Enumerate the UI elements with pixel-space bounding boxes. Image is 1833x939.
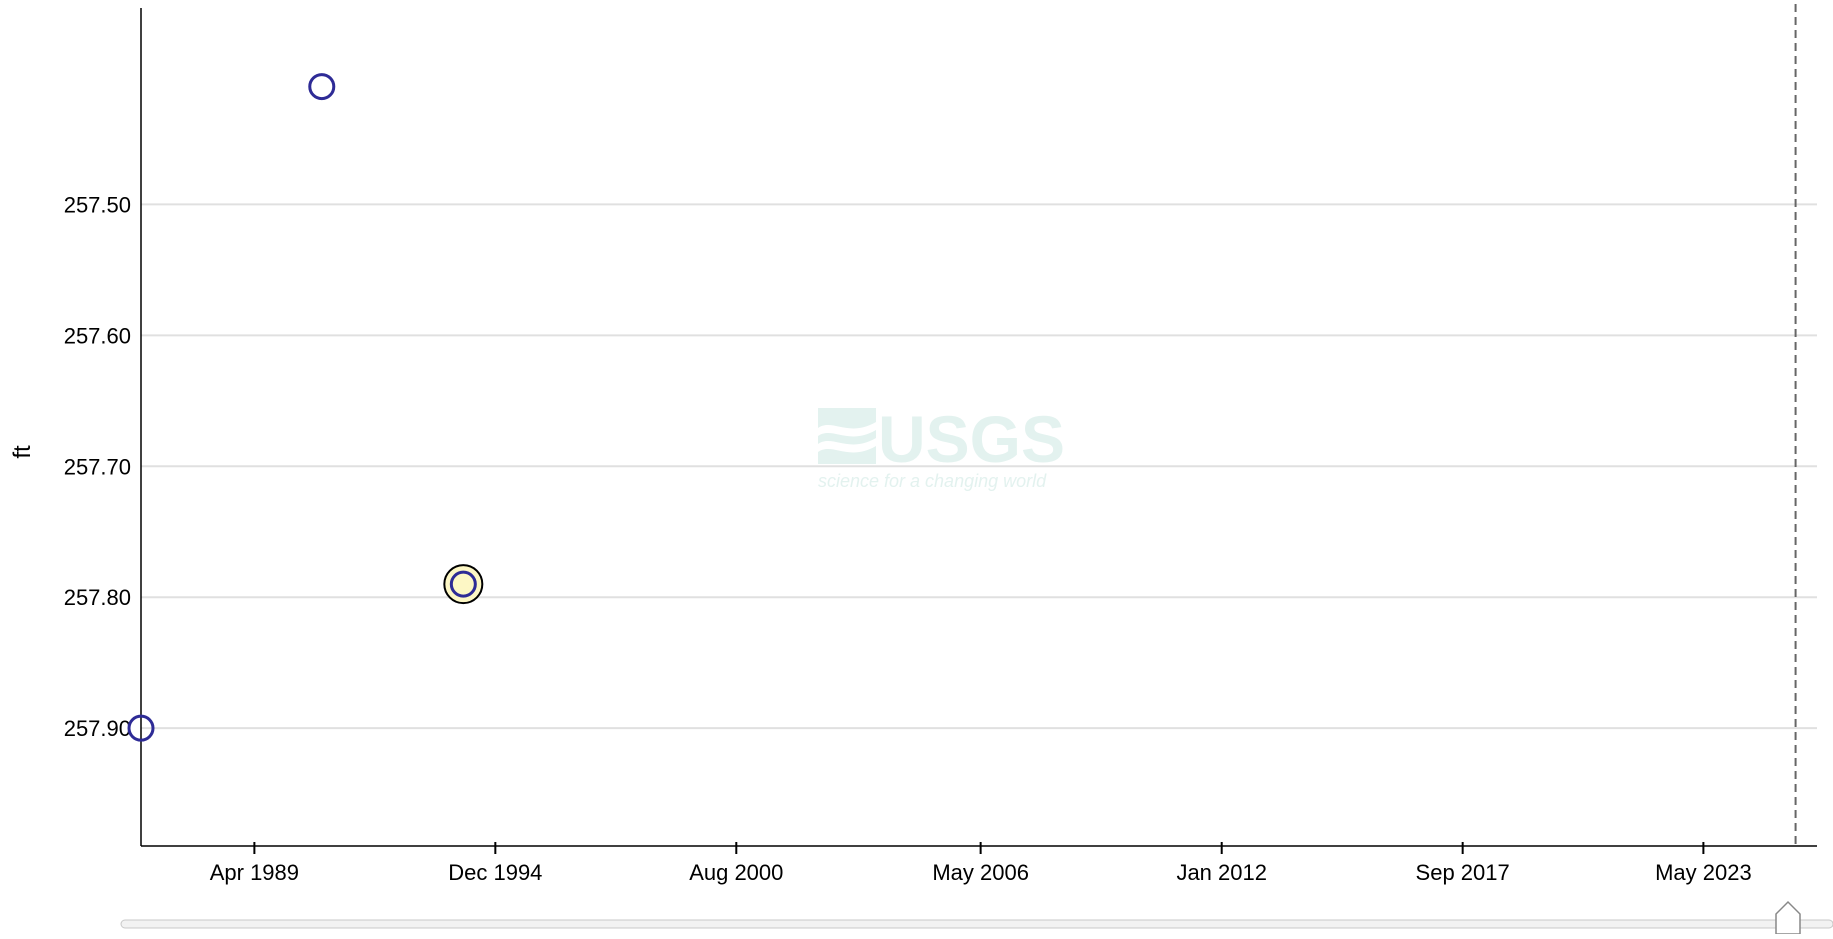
x-tick-label: May 2006 xyxy=(932,860,1029,885)
x-tick-label: Aug 2000 xyxy=(689,860,783,885)
grid-layer xyxy=(141,203,1817,730)
y-tick-label: 257.70 xyxy=(64,454,131,479)
y-tick-label: 257.60 xyxy=(64,323,131,348)
x-tick-label: Dec 1994 xyxy=(448,860,542,885)
usgs-logo-icon xyxy=(818,408,876,464)
data-point-highlighted[interactable] xyxy=(443,564,484,605)
usgs-watermark: USGS science for a changing world xyxy=(818,402,1065,491)
range-slider-track[interactable] xyxy=(120,919,1833,929)
y-tick-label: 257.80 xyxy=(64,585,131,610)
watermark-tagline: science for a changing world xyxy=(818,471,1047,491)
x-tick-label: Apr 1989 xyxy=(210,860,299,885)
x-tick-label: Jan 2012 xyxy=(1176,860,1267,885)
data-point[interactable] xyxy=(308,73,336,101)
axes-layer: 257.50 257.60 257.70 257.80 257.90 Apr 1989 De… xyxy=(64,8,1817,885)
y-axis-title: ft xyxy=(9,445,36,459)
y-tick-label: 257.90 xyxy=(64,716,131,741)
x-tick-label: May 2023 xyxy=(1655,860,1752,885)
range-slider[interactable] xyxy=(120,900,1833,935)
data-point[interactable] xyxy=(127,714,155,742)
x-tick-label: Sep 2017 xyxy=(1416,860,1510,885)
data-point[interactable] xyxy=(449,570,477,598)
slider-handle-icon[interactable] xyxy=(1775,900,1801,935)
y-tick-label: 257.50 xyxy=(64,192,131,217)
points-layer xyxy=(127,73,484,742)
watermark-text: USGS xyxy=(878,402,1065,476)
